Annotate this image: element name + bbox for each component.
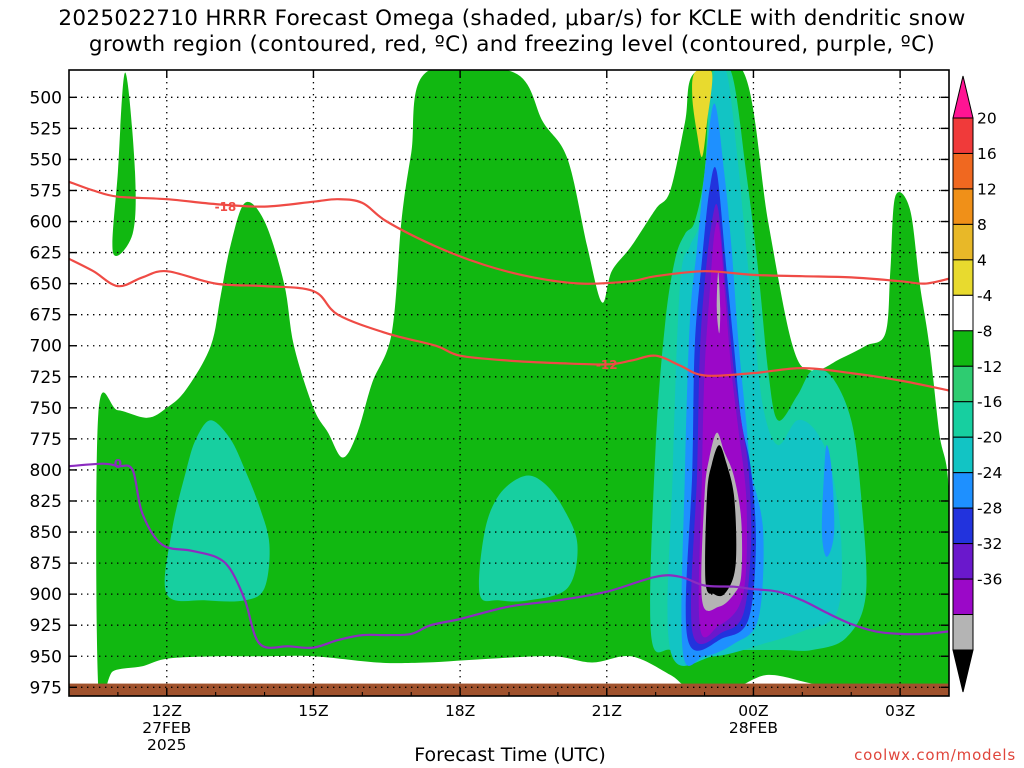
colorbar-band-12	[952, 543, 974, 580]
freezing-level-label: 0	[114, 457, 122, 471]
contour-lines	[69, 180, 949, 650]
x-axis-label: Forecast Time (UTC)	[414, 744, 606, 766]
x-tick-label-21Z: 21Z	[592, 702, 622, 720]
title-line-2: growth region (contoured, red, ºC) and f…	[88, 32, 936, 57]
colorbar-band-9	[952, 436, 974, 474]
x-tick-date-12Z: 27FEB	[142, 719, 191, 737]
colorbar-band-7	[952, 365, 974, 403]
freezing-level-contour	[69, 462, 949, 650]
colorbar-label-11: -28	[977, 500, 1002, 518]
colorbar-band-2	[952, 188, 974, 225]
colorbar-label-1: 16	[977, 145, 997, 163]
colorbar-label-9: -20	[977, 429, 1002, 447]
colorbar-band-11	[952, 507, 974, 545]
colorbar-band-6	[952, 330, 974, 367]
omega-region-12	[716, 271, 721, 334]
colorbar-band-4	[952, 259, 974, 296]
omega-region-2	[164, 420, 270, 602]
y-tick-label-650: 650	[30, 275, 62, 295]
colorbar-label-7: -12	[977, 358, 1002, 376]
colorbar-label-4: 4	[977, 251, 987, 269]
title-line-1: 2025022710 HRRR Forecast Omega (shaded, …	[58, 6, 966, 31]
credit-link[interactable]: coolwx.com/models	[854, 746, 1016, 764]
colorbar-band-3	[952, 223, 974, 261]
omega-region-14	[692, 70, 713, 157]
temperature-contour-label--12: -12	[596, 358, 618, 372]
y-tick-label-500: 500	[30, 88, 62, 108]
y-tick-label-550: 550	[30, 150, 62, 170]
chart-title: 2025022710 HRRR Forecast Omega (shaded, …	[0, 6, 1024, 58]
y-tick-label-525: 525	[30, 119, 62, 139]
y-tick-label-725: 725	[30, 368, 62, 388]
y-axis: 500 525 550 575 600 625 650 675 700 725 750 775 800 8…	[30, 88, 949, 698]
y-tick-label-875: 875	[30, 554, 62, 574]
colorbar-label-10: -24	[977, 464, 1002, 482]
x-tick-label-12Z: 12Z	[152, 702, 182, 720]
colorbar-band-8	[952, 401, 974, 438]
colorbar-label-3: 8	[977, 216, 987, 234]
y-tick-label-825: 825	[30, 492, 62, 512]
colorbar-label-13: -36	[977, 571, 1002, 589]
omega-region-3	[478, 475, 578, 602]
colorbar-label-8: -16	[977, 393, 1002, 411]
colorbar-band-1	[952, 152, 974, 190]
y-tick-label-975: 975	[30, 678, 62, 698]
colorbar-label-2: 12	[977, 180, 997, 198]
temperature-contour--12	[69, 257, 949, 392]
y-tick-label-700: 700	[30, 337, 62, 357]
y-tick-label-750: 750	[30, 399, 62, 419]
colorbar-band-0	[952, 117, 974, 154]
colorbar-band-10	[952, 472, 974, 509]
contour-labels: -18 -12 0	[114, 200, 618, 471]
colorbar-band-5	[952, 294, 974, 332]
y-tick-label-675: 675	[30, 306, 62, 326]
temperature-contour-label--18: -18	[215, 200, 237, 214]
y-tick-label-775: 775	[30, 430, 62, 450]
colorbar-label-12: -32	[977, 535, 1002, 553]
omega-region-1	[112, 72, 136, 256]
colorbar: 20 16 12 8 4 -4 -8 -12 -16 -20 -24 -28 -32 -36	[952, 75, 1002, 693]
x-tick-date-00Z: 28FEB	[729, 719, 778, 737]
grid-lines	[69, 70, 949, 696]
y-tick-label-925: 925	[30, 616, 62, 636]
colorbar-band-14	[952, 614, 974, 651]
x-tick-label-03Z: 03Z	[885, 702, 915, 720]
y-tick-label-950: 950	[30, 647, 62, 667]
colorbar-label-5: -4	[977, 287, 992, 305]
colorbar-label-0: 20	[977, 110, 997, 128]
omega-shading	[69, 70, 949, 696]
y-tick-label-600: 600	[30, 213, 62, 233]
omega-region-13	[705, 445, 737, 597]
x-tick-label-00Z: 00Z	[738, 702, 768, 720]
x-tick-year-12Z: 2025	[147, 736, 186, 754]
x-tick-label-15Z: 15Z	[298, 702, 328, 720]
temperature-contour--18	[69, 180, 949, 285]
y-tick-label-800: 800	[30, 461, 62, 481]
colorbar-label-6: -8	[977, 322, 992, 340]
colorbar-bottom-triangle	[952, 649, 974, 693]
x-tick-label-18Z: 18Z	[445, 702, 475, 720]
y-tick-label-850: 850	[30, 523, 62, 543]
y-tick-label-575: 575	[30, 181, 62, 201]
colorbar-band-13	[952, 578, 974, 616]
y-tick-label-625: 625	[30, 244, 62, 264]
colorbar-top-triangle	[952, 75, 974, 119]
omega-region-7	[821, 445, 835, 557]
y-tick-label-900: 900	[30, 585, 62, 605]
